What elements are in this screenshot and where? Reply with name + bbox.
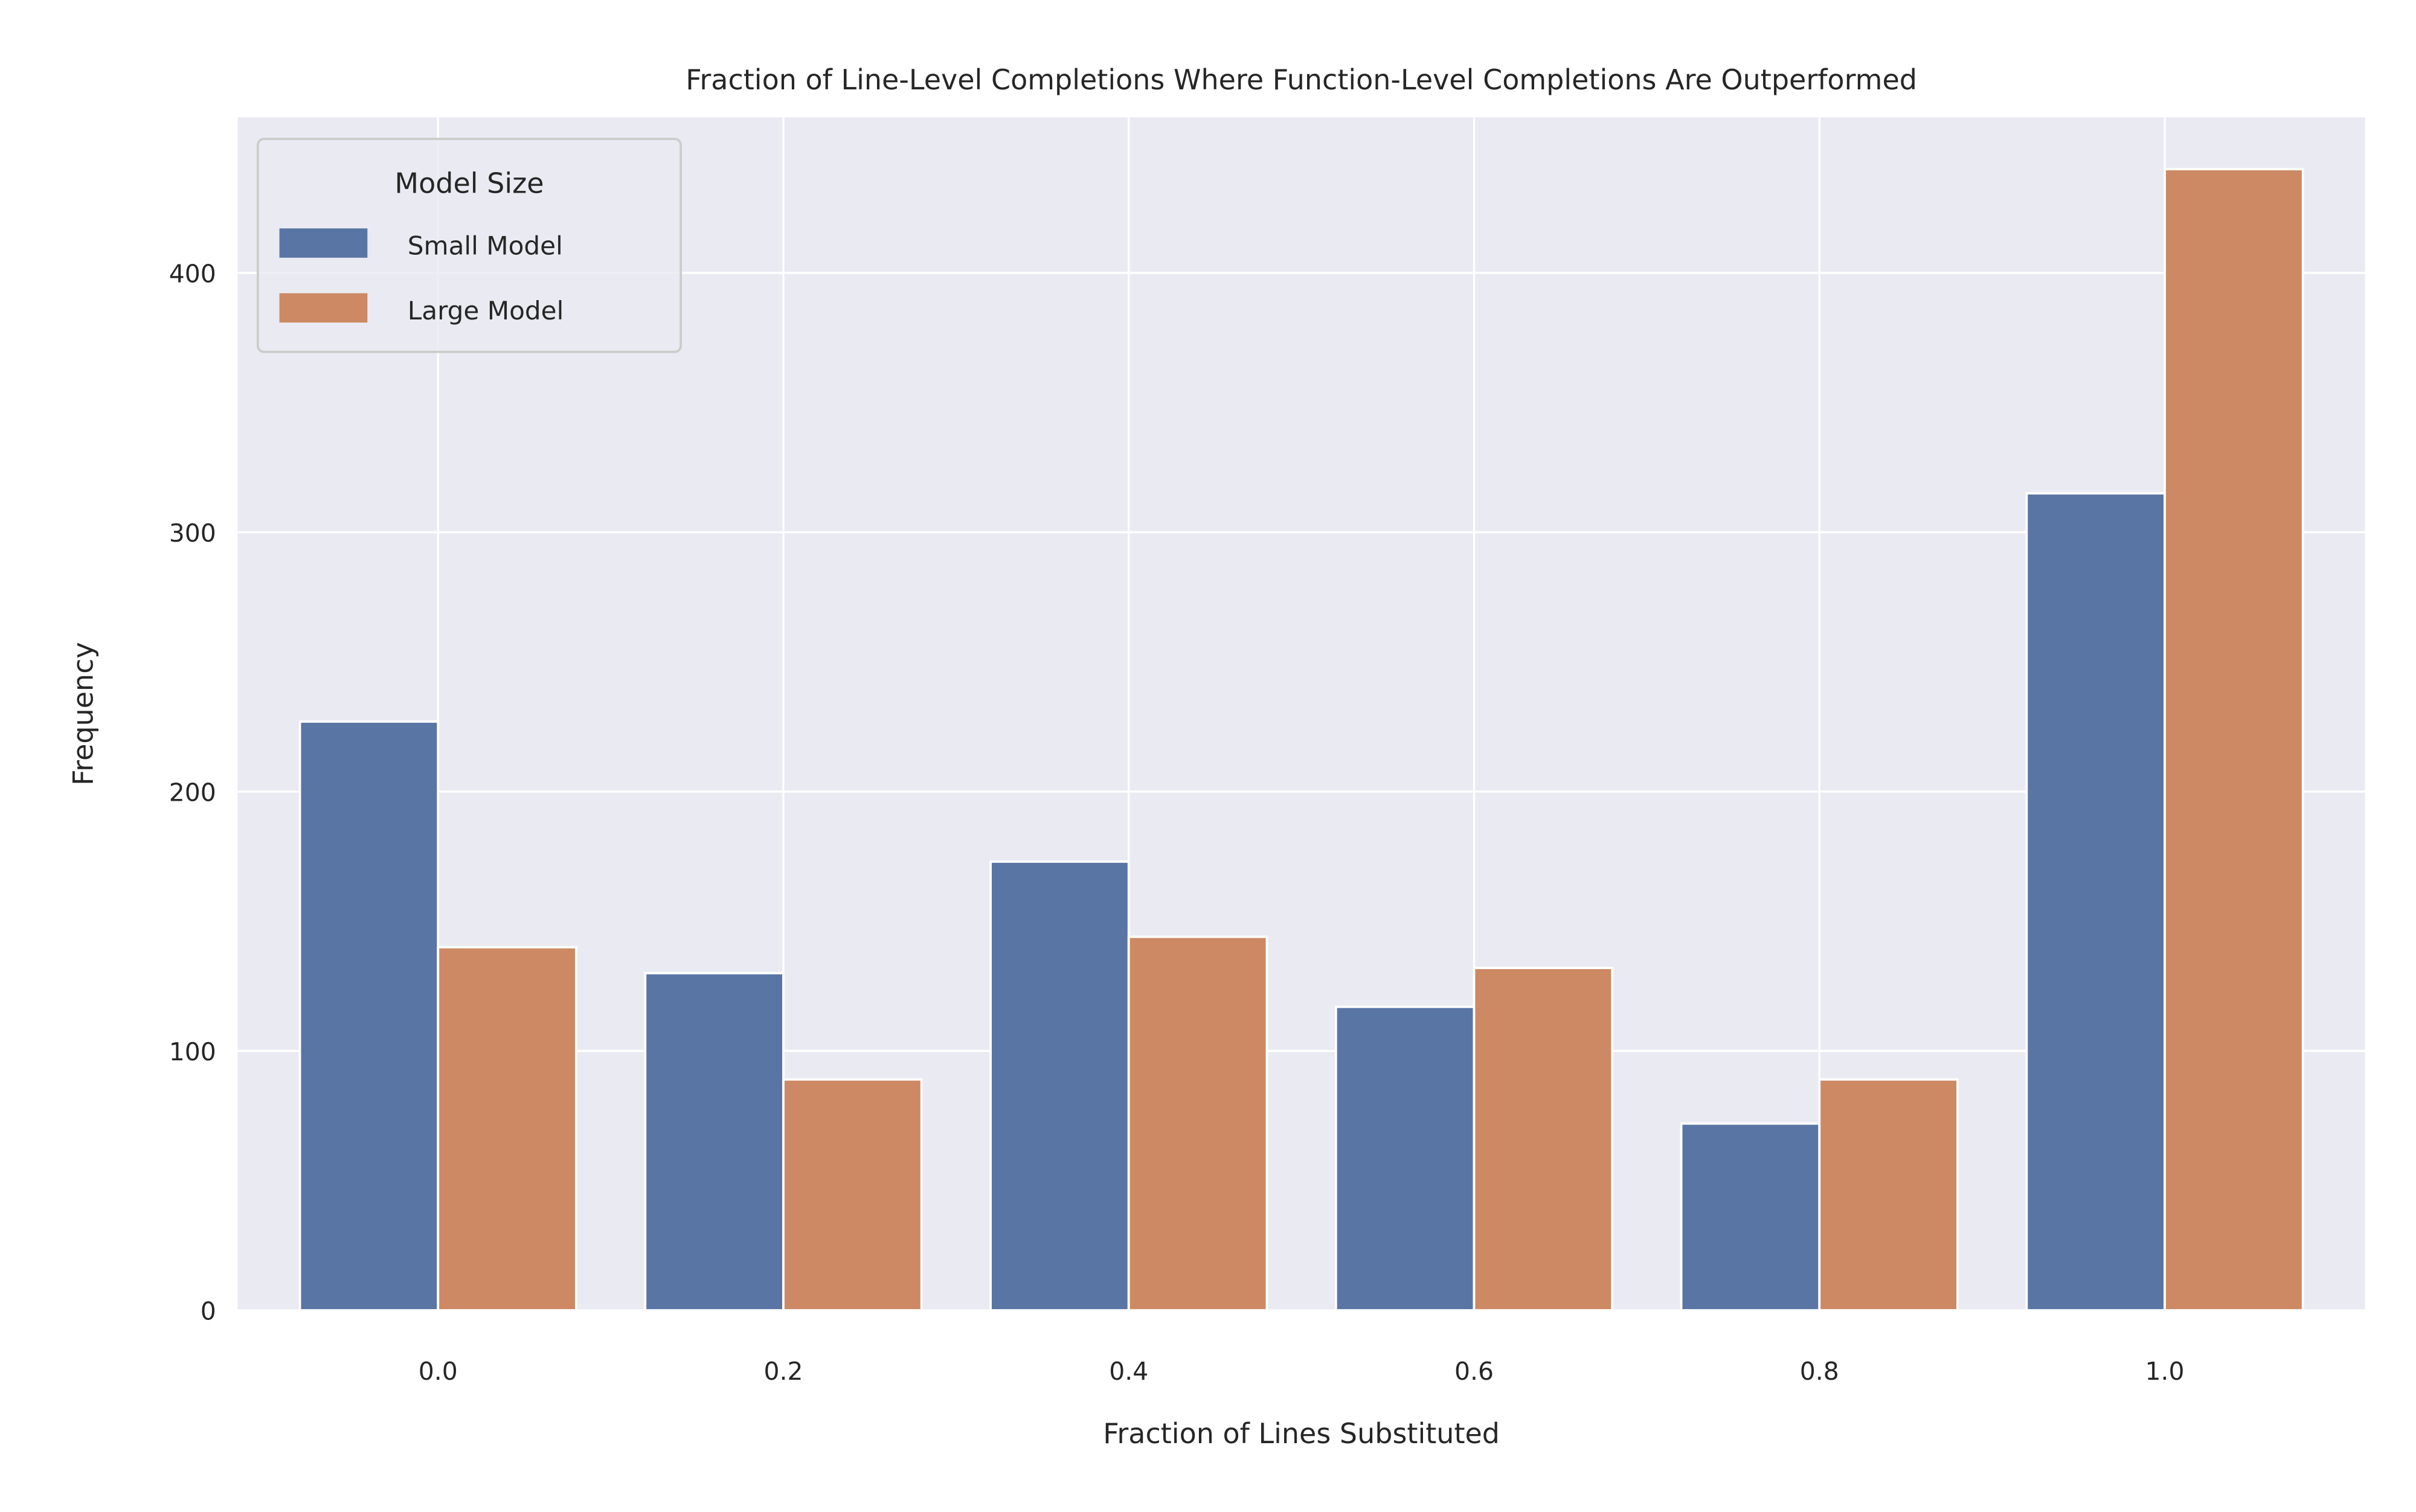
- chart-title: Fraction of Line-Level Completions Where…: [686, 63, 1917, 96]
- legend-swatch-large-model: [279, 293, 368, 323]
- legend-label-large-model: Large Model: [408, 296, 564, 325]
- y-tick-label: 300: [169, 519, 216, 548]
- axes: 0 100 200 300 400 0.0 0.2 0.4 0.6 0.8 1.0: [169, 259, 2185, 1386]
- bar-small-model: [1334, 1005, 1476, 1312]
- bar-large-model: [437, 946, 577, 1312]
- bar-large-model: [1818, 1078, 1959, 1312]
- bar-small-model: [989, 860, 1130, 1312]
- x-tick-label: 0.8: [1800, 1357, 1839, 1386]
- x-tick-label: 0.4: [1109, 1357, 1148, 1386]
- x-tick-label: 0.2: [763, 1357, 803, 1386]
- y-tick-label: 200: [169, 778, 216, 807]
- bar-small-model: [298, 720, 440, 1312]
- bar-small-model: [1680, 1122, 1821, 1312]
- y-axis-label: Frequency: [66, 642, 99, 786]
- legend-title: Model Size: [394, 167, 544, 199]
- bar-small-model: [2025, 492, 2166, 1312]
- bar-large-model: [2164, 168, 2304, 1312]
- x-tick-label: 0.0: [419, 1357, 458, 1386]
- bar-large-model: [1473, 967, 1614, 1312]
- y-tick-label: 400: [169, 259, 216, 288]
- bar-large-model: [1127, 935, 1268, 1312]
- bars: [298, 168, 2304, 1312]
- legend-swatch-small-model: [279, 228, 368, 258]
- y-tick-label: 100: [169, 1037, 216, 1066]
- x-tick-label: 1.0: [2145, 1357, 2185, 1386]
- legend-label-small-model: Small Model: [408, 231, 563, 261]
- x-axis-label: Fraction of Lines Substituted: [1103, 1417, 1500, 1450]
- legend: Model Size Small Model Large Model: [256, 138, 683, 353]
- x-tick-label: 0.6: [1454, 1357, 1494, 1386]
- bar-large-model: [782, 1078, 923, 1312]
- bar-small-model: [644, 972, 785, 1312]
- y-tick-label: 0: [201, 1296, 216, 1325]
